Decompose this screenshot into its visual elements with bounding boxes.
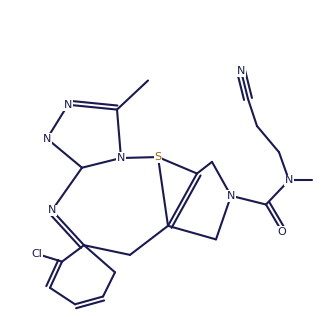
Text: N: N [117, 153, 125, 163]
Text: N: N [285, 175, 293, 185]
Text: N: N [64, 100, 72, 110]
Text: N: N [43, 134, 51, 144]
Text: S: S [154, 152, 162, 162]
Text: N: N [237, 66, 245, 76]
Text: N: N [227, 191, 235, 201]
Text: Cl: Cl [32, 249, 42, 259]
Text: N: N [48, 205, 56, 215]
Text: O: O [278, 227, 286, 236]
